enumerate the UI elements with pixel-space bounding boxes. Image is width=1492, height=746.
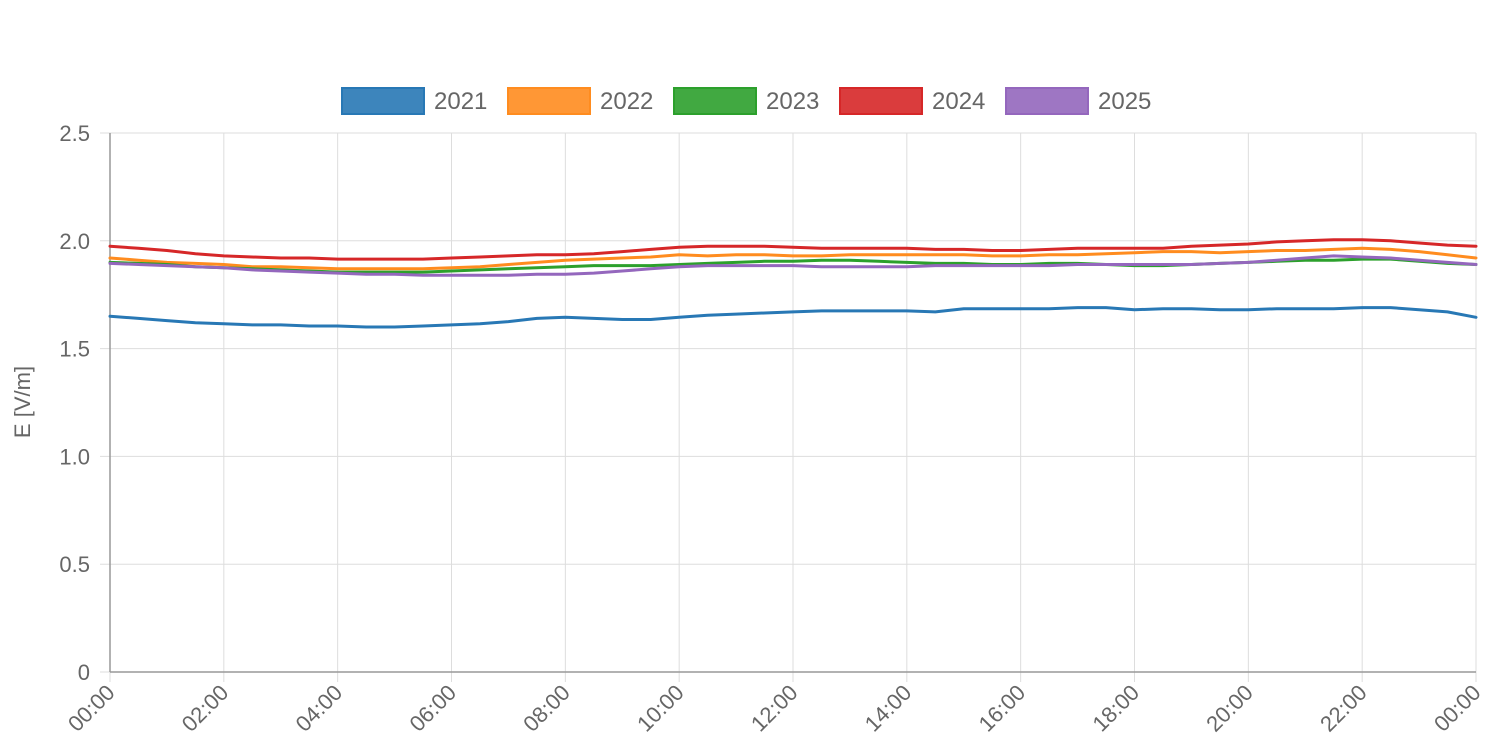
legend-label-2021[interactable]: 2021: [434, 88, 487, 115]
legend: 2021 2022 2023 2024 2025: [341, 87, 1151, 115]
y-tick-label: 0.5: [59, 552, 90, 577]
x-tick-label: 04:00: [291, 680, 348, 737]
legend-swatch-2023[interactable]: [673, 87, 757, 115]
x-tick-label: 18:00: [1087, 680, 1144, 737]
x-tick-label: 10:00: [632, 680, 689, 737]
legend-swatch-2024[interactable]: [839, 87, 923, 115]
y-tick-label: 2.0: [59, 229, 90, 254]
x-tick-label: 06:00: [404, 680, 461, 737]
series-line-2024: [108, 238, 1478, 261]
legend-swatch-2025[interactable]: [1005, 87, 1089, 115]
x-tick-label: 12:00: [746, 680, 803, 737]
axes: 0 0.5 1.0 1.5 2.0 2.5 00:00 02:00 04:00 06:00 08:0…: [59, 121, 1485, 736]
y-tick-label: 0: [78, 660, 90, 685]
x-tick-label: 00:00: [1429, 680, 1486, 737]
legend-label-2023[interactable]: 2023: [766, 88, 819, 115]
x-tick-label: 00:00: [63, 680, 120, 737]
grid: [100, 132, 1477, 682]
legend-swatch-2022[interactable]: [507, 87, 591, 115]
x-tick-label: 16:00: [974, 680, 1031, 737]
legend-label-2022[interactable]: 2022: [600, 88, 653, 115]
legend-label-2024[interactable]: 2024: [932, 88, 985, 115]
x-tick-label: 14:00: [860, 680, 917, 737]
legend-swatch-2021[interactable]: [341, 87, 425, 115]
y-axis-title: E [V/m]: [10, 366, 35, 438]
series-line-2025: [108, 254, 1478, 277]
series-line-2021: [108, 306, 1478, 329]
x-tick-label: 20:00: [1201, 680, 1258, 737]
y-tick-label: 2.5: [59, 121, 90, 146]
series-line-2022: [108, 246, 1478, 271]
legend-label-2025[interactable]: 2025: [1098, 88, 1151, 115]
x-tick-label: 08:00: [518, 680, 575, 737]
x-tick-label: 22:00: [1315, 680, 1372, 737]
x-tick-label: 02:00: [177, 680, 234, 737]
y-tick-label: 1.0: [59, 444, 90, 469]
y-tick-label: 1.5: [59, 337, 90, 362]
series-lines: [108, 238, 1478, 329]
